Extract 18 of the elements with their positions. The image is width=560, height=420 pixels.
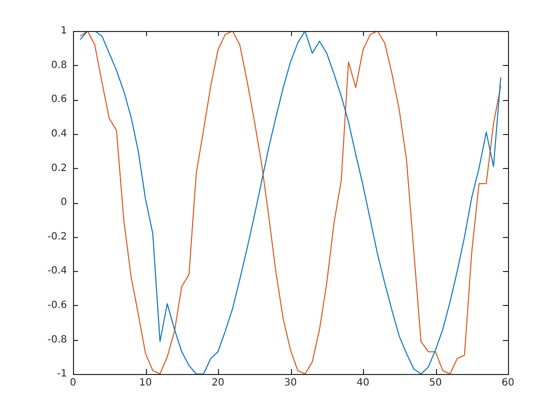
- y-tick-label: 0.2: [51, 162, 67, 174]
- x-tick-label: 40: [356, 378, 370, 389]
- x-tick-label: 60: [502, 378, 514, 389]
- y-tick-label: 0.8: [51, 60, 67, 71]
- y-tick-label: 0: [60, 197, 67, 208]
- y-tick-label: -0.8: [47, 334, 67, 346]
- y-tick-label: 0.4: [51, 128, 67, 140]
- y-tick-label: -1: [57, 368, 67, 380]
- x-tick-label: 20: [212, 378, 224, 389]
- x-tick-label: 0: [70, 378, 76, 389]
- x-tick-label: 50: [429, 378, 442, 389]
- y-tick-label: 0.6: [51, 94, 67, 106]
- x-tick-label: 30: [284, 378, 297, 389]
- y-tick-label: -0.6: [47, 300, 67, 311]
- y-tick-label: 1: [60, 26, 67, 37]
- x-tick-label: 10: [139, 378, 152, 389]
- y-tick-label: -0.2: [47, 231, 67, 242]
- y-tick-label: -0.4: [47, 266, 67, 277]
